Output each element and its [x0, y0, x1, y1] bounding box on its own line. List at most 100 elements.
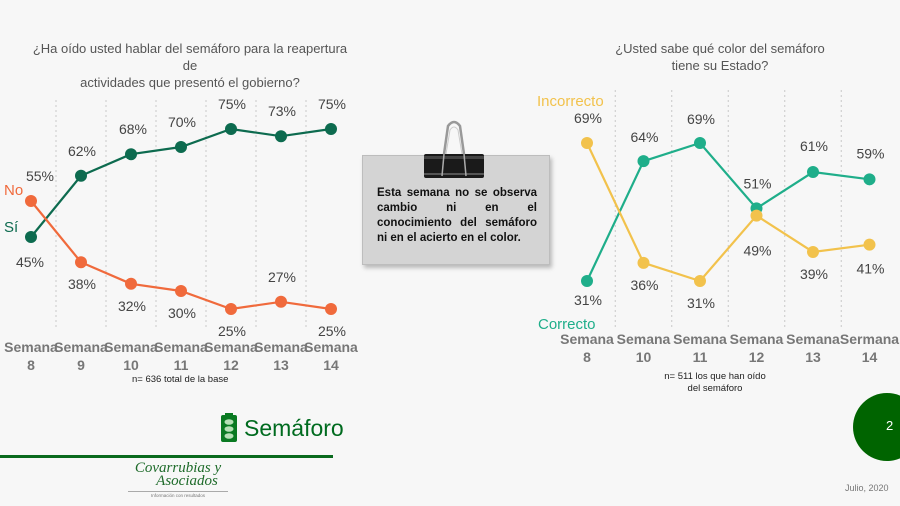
- data-label: 38%: [68, 276, 96, 292]
- data-label: 39%: [800, 266, 828, 282]
- left-line-chart: 45% 62% 68% 70% 75% 73% 75% 55% 38% 32% 30% 25% 27% 2…: [4, 96, 358, 373]
- right-title-line2: tiene su Estado?: [671, 58, 769, 73]
- category-label: Semana: [154, 339, 208, 355]
- company-logo: Covarrubias y Asociados Información con …: [128, 460, 228, 498]
- category-label: 13: [273, 357, 289, 373]
- logo-line2: Asociados: [156, 473, 218, 489]
- category-label: Semana: [254, 339, 308, 355]
- data-point: [75, 169, 87, 182]
- right-base-note-line2: del semáforo: [687, 383, 743, 394]
- data-point: [807, 245, 819, 258]
- binder-clip-icon: [424, 120, 484, 178]
- summary-note-text: Esta semana no se observa cambio ni en e…: [377, 187, 537, 244]
- data-label: 25%: [318, 323, 346, 339]
- category-label: Sermana: [840, 331, 899, 347]
- data-label: 62%: [68, 143, 96, 159]
- category-label: 14: [862, 349, 878, 365]
- category-label: 11: [174, 357, 189, 373]
- data-point: [694, 137, 706, 149]
- data-label: 70%: [168, 114, 196, 130]
- data-label: 36%: [630, 277, 658, 293]
- data-point: [175, 141, 187, 153]
- data-point: [25, 195, 37, 207]
- data-point: [694, 275, 706, 287]
- right-base-note-line1: n= 511 los que han oído: [664, 371, 766, 382]
- data-label: 31%: [574, 292, 602, 308]
- data-label: 68%: [119, 121, 147, 137]
- legend-sí: Sí: [4, 219, 19, 236]
- logo-line1: Covarrubias y: [134, 460, 222, 476]
- data-point: [863, 238, 876, 251]
- category-label: 10: [636, 349, 652, 365]
- data-point: [863, 173, 876, 186]
- data-label: 25%: [218, 323, 246, 339]
- data-point: [750, 209, 763, 222]
- left-title-line1: ¿Ha oído usted hablar del semáforo para …: [32, 41, 348, 73]
- right-line-chart: 31% 64% 69% 51% 61% 59% 69% 36% 31% 49% 39% 41% Sema…: [537, 90, 899, 365]
- data-point: [225, 123, 237, 135]
- category-label: Semana: [617, 331, 671, 347]
- data-label: 61%: [800, 138, 828, 154]
- right-title-line1: ¿Usted sabe qué color del semáforo: [615, 41, 825, 56]
- data-label: 64%: [630, 129, 658, 145]
- semaforo-brand: Semáforo: [220, 413, 344, 443]
- category-label: 13: [805, 349, 821, 365]
- category-label: Semana: [304, 339, 358, 355]
- traffic-light-icon: [221, 413, 237, 442]
- data-point: [637, 155, 650, 168]
- category-label: Semana: [786, 331, 840, 347]
- data-point: [25, 231, 37, 243]
- footer-divider: [0, 455, 333, 458]
- category-label: Semana: [4, 339, 58, 355]
- data-point: [225, 303, 237, 315]
- category-label: Semana: [104, 339, 158, 355]
- category-label: 12: [749, 349, 765, 365]
- page-number-badge: 2: [853, 393, 900, 461]
- date-label: Julio, 2020: [845, 483, 889, 493]
- data-label: 27%: [268, 269, 296, 285]
- page-number: 2: [886, 418, 894, 433]
- data-label: 45%: [16, 254, 44, 270]
- left-chart-title: ¿Ha oído usted hablar del semáforo para …: [30, 40, 350, 91]
- data-label: 31%: [687, 295, 715, 311]
- data-point: [125, 148, 137, 161]
- category-label: Semana: [204, 339, 258, 355]
- legend-no: No: [4, 182, 23, 199]
- data-point: [325, 303, 337, 315]
- data-label: 69%: [574, 110, 602, 126]
- category-label: Semana: [673, 331, 727, 347]
- data-point: [275, 130, 287, 143]
- data-point: [275, 295, 287, 308]
- data-point: [581, 137, 593, 149]
- data-point: [637, 256, 650, 269]
- left-title-line2: actividades que presentó el gobierno?: [80, 75, 300, 90]
- legend-incorrecto: Incorrecto: [537, 93, 604, 110]
- data-label: 41%: [856, 261, 884, 277]
- data-point: [581, 275, 593, 287]
- logo-tagline: Información con resultados: [128, 491, 228, 498]
- data-label: 51%: [743, 175, 771, 191]
- data-point: [175, 285, 187, 297]
- data-point: [75, 256, 87, 269]
- series-line-incorrecto: [586, 142, 870, 283]
- data-label: 69%: [687, 111, 715, 127]
- category-label: Semana: [730, 331, 784, 347]
- category-label: 10: [123, 357, 139, 373]
- data-label: 59%: [856, 145, 884, 161]
- category-label: 8: [27, 357, 35, 373]
- data-point: [125, 277, 137, 290]
- left-base-note: n= 636 total de la base: [132, 374, 229, 385]
- series-line-correcto: [586, 141, 870, 282]
- category-label: Semana: [560, 331, 614, 347]
- category-label: Semana: [54, 339, 108, 355]
- data-label: 75%: [218, 96, 246, 112]
- data-point: [325, 123, 337, 135]
- right-base-note: n= 511 los que han oído del semáforo: [660, 371, 770, 395]
- data-label: 30%: [168, 305, 196, 321]
- category-label: 14: [323, 357, 339, 373]
- right-chart-title: ¿Usted sabe qué color del semáforo tiene…: [600, 40, 840, 74]
- data-point: [807, 166, 819, 179]
- data-label: 32%: [118, 298, 146, 314]
- brand-label: Semáforo: [244, 414, 344, 441]
- data-label: 49%: [743, 243, 771, 259]
